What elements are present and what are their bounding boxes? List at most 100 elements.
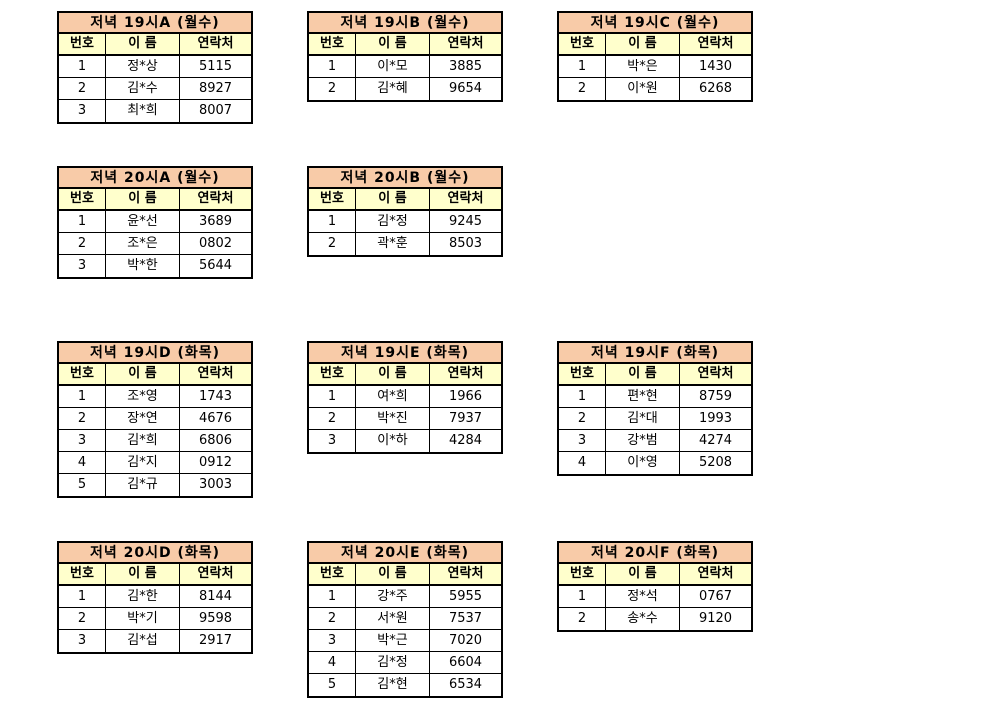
cell-contact: 8007 xyxy=(198,103,233,118)
column-header-name: 이 름 xyxy=(606,34,680,54)
cell-contact: 8144 xyxy=(198,589,233,604)
cell-number: 3 xyxy=(59,100,106,122)
table-header-row: 번호 이 름 연락처 xyxy=(309,34,501,56)
cell-number: 1 xyxy=(309,56,356,77)
cell-name: 강*범 xyxy=(606,430,680,451)
table-header-row: 번호 이 름 연락처 xyxy=(559,364,751,386)
column-header-number: 번호 xyxy=(309,189,356,209)
column-header-contact: 연락처 xyxy=(197,191,234,206)
column-header-number: 번호 xyxy=(59,189,106,209)
cell-contact: 1993 xyxy=(698,411,733,426)
cell-contact: 8503 xyxy=(448,236,483,251)
cell-contact: 5115 xyxy=(198,59,233,74)
cell-number: 2 xyxy=(309,608,356,629)
schedule-table: 저녁 19시F (화목) 번호 이 름 연락처 1 편*현 8759 2 김*대 1993… xyxy=(557,341,753,476)
cell-number: 2 xyxy=(59,78,106,99)
table-header-row: 번호 이 름 연락처 xyxy=(59,564,251,586)
table-row: 3 박*한 5644 xyxy=(59,255,251,277)
table-header-row: 번호 이 름 연락처 xyxy=(309,364,501,386)
cell-name: 편*현 xyxy=(606,386,680,407)
cell-name: 이*원 xyxy=(606,78,680,100)
cell-number: 3 xyxy=(559,430,606,451)
schedule-table: 저녁 19시B (월수) 번호 이 름 연락처 1 이*모 3885 2 김*혜 9654 xyxy=(307,11,503,102)
table-row: 2 김*혜 9654 xyxy=(309,78,501,100)
table-title: 저녁 20시E (화목) xyxy=(309,543,501,564)
table-row: 2 박*기 9598 xyxy=(59,608,251,630)
cell-name: 박*한 xyxy=(106,255,180,277)
cell-name: 김*한 xyxy=(106,586,180,607)
table-row: 1 김*정 9245 xyxy=(309,211,501,233)
cell-contact: 3003 xyxy=(198,477,233,492)
column-header-name: 이 름 xyxy=(106,564,180,584)
cell-name: 김*지 xyxy=(106,452,180,473)
schedule-table: 저녁 20시D (화목) 번호 이 름 연락처 1 김*한 8144 2 박*기 9598… xyxy=(57,541,253,654)
cell-number: 5 xyxy=(59,474,106,496)
cell-name: 이*하 xyxy=(356,430,430,452)
cell-number: 1 xyxy=(559,386,606,407)
cell-number: 1 xyxy=(59,211,106,232)
cell-name: 장*연 xyxy=(106,408,180,429)
cell-name: 여*희 xyxy=(356,386,430,407)
table-row: 2 곽*훈 8503 xyxy=(309,233,501,255)
column-header-number: 번호 xyxy=(559,34,606,54)
cell-contact: 9598 xyxy=(198,611,233,626)
column-header-contact: 연락처 xyxy=(447,191,484,206)
cell-number: 4 xyxy=(559,452,606,474)
table-row: 5 김*규 3003 xyxy=(59,474,251,496)
cell-contact: 9245 xyxy=(448,214,483,229)
column-header-name: 이 름 xyxy=(356,189,430,209)
column-header-contact: 연락처 xyxy=(697,36,734,51)
cell-name: 정*석 xyxy=(606,586,680,607)
table-row: 4 김*정 6604 xyxy=(309,652,501,674)
schedule-table: 저녁 19시D (화목) 번호 이 름 연락처 1 조*영 1743 2 장*연 4676… xyxy=(57,341,253,498)
cell-number: 2 xyxy=(559,408,606,429)
cell-number: 2 xyxy=(309,78,356,100)
cell-contact: 4676 xyxy=(198,411,233,426)
table-row: 1 여*희 1966 xyxy=(309,386,501,408)
cell-number: 4 xyxy=(59,452,106,473)
column-header-name: 이 름 xyxy=(606,564,680,584)
schedule-table: 저녁 19시A (월수) 번호 이 름 연락처 1 정*상 5115 2 김*수 8927… xyxy=(57,11,253,124)
table-row: 1 윤*선 3689 xyxy=(59,211,251,233)
table-row: 3 박*근 7020 xyxy=(309,630,501,652)
cell-name: 박*근 xyxy=(356,630,430,651)
cell-name: 윤*선 xyxy=(106,211,180,232)
table-row: 3 강*범 4274 xyxy=(559,430,751,452)
column-header-contact: 연락처 xyxy=(447,366,484,381)
column-header-contact: 연락처 xyxy=(697,366,734,381)
cell-number: 2 xyxy=(59,408,106,429)
table-row: 1 편*현 8759 xyxy=(559,386,751,408)
cell-number: 1 xyxy=(309,386,356,407)
cell-contact: 1966 xyxy=(448,389,483,404)
column-header-name: 이 름 xyxy=(356,564,430,584)
column-header-number: 번호 xyxy=(559,564,606,584)
table-row: 1 조*영 1743 xyxy=(59,386,251,408)
cell-number: 3 xyxy=(59,630,106,652)
cell-number: 3 xyxy=(59,255,106,277)
cell-number: 1 xyxy=(59,586,106,607)
cell-number: 2 xyxy=(559,608,606,630)
cell-number: 2 xyxy=(309,233,356,255)
table-row: 2 장*연 4676 xyxy=(59,408,251,430)
cell-name: 송*수 xyxy=(606,608,680,630)
schedule-table: 저녁 20시E (화목) 번호 이 름 연락처 1 강*주 5955 2 서*원 7537… xyxy=(307,541,503,698)
cell-name: 김*대 xyxy=(606,408,680,429)
cell-number: 1 xyxy=(309,586,356,607)
cell-number: 1 xyxy=(559,586,606,607)
cell-number: 1 xyxy=(59,56,106,77)
table-row: 3 김*섭 2917 xyxy=(59,630,251,652)
cell-number: 1 xyxy=(309,211,356,232)
column-header-name: 이 름 xyxy=(106,364,180,384)
schedule-table: 저녁 20시B (월수) 번호 이 름 연락처 1 김*정 9245 2 곽*훈 8503 xyxy=(307,166,503,257)
table-row: 1 정*상 5115 xyxy=(59,56,251,78)
cell-contact: 8927 xyxy=(198,81,233,96)
cell-name: 최*희 xyxy=(106,100,180,122)
cell-name: 김*수 xyxy=(106,78,180,99)
column-header-contact: 연락처 xyxy=(697,566,734,581)
table-row: 4 이*영 5208 xyxy=(559,452,751,474)
column-header-number: 번호 xyxy=(59,364,106,384)
table-header-row: 번호 이 름 연락처 xyxy=(59,364,251,386)
table-header-row: 번호 이 름 연락처 xyxy=(559,564,751,586)
table-row: 2 박*진 7937 xyxy=(309,408,501,430)
table-row: 3 이*하 4284 xyxy=(309,430,501,452)
